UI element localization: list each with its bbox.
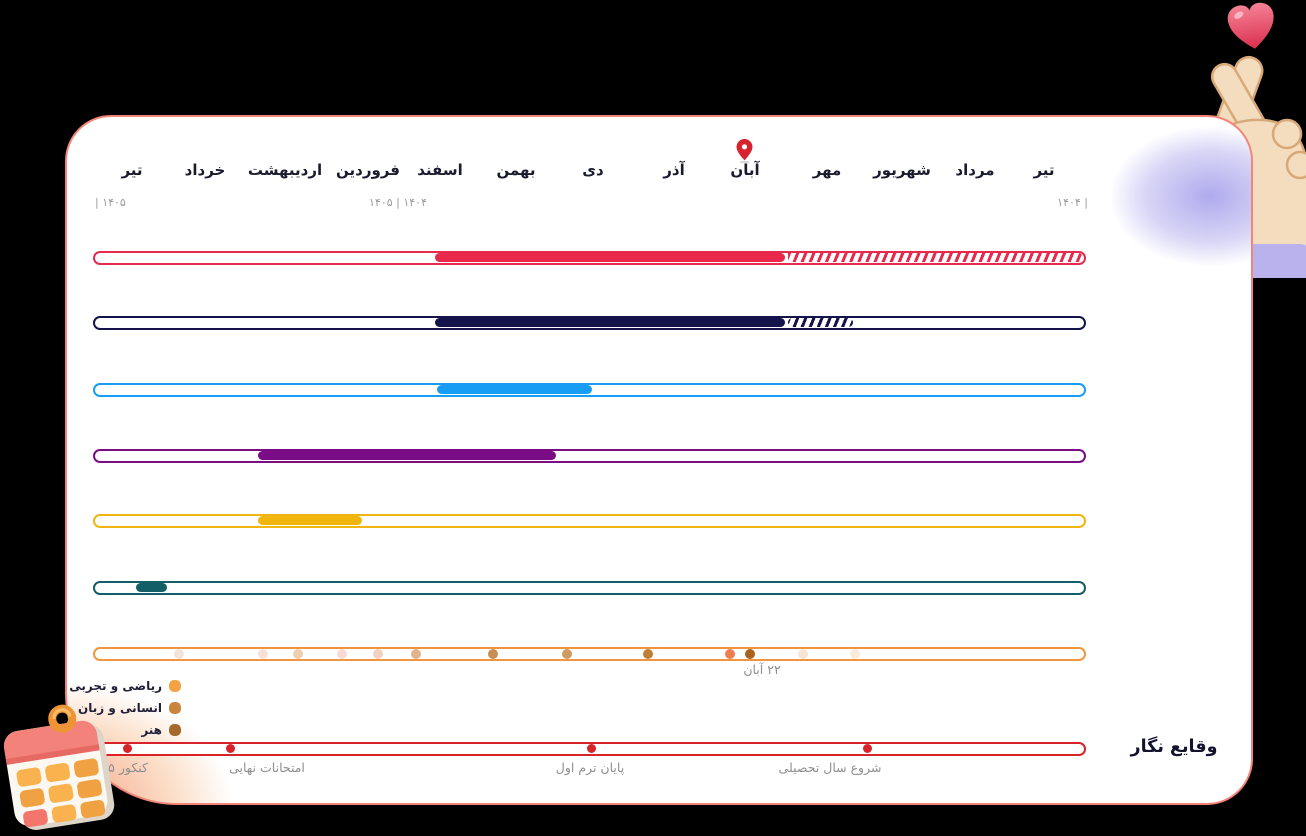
event-marker[interactable]: [226, 744, 235, 753]
milestone-dot[interactable]: [849, 648, 860, 659]
range-track-red[interactable]: [93, 251, 1086, 265]
legend-item[interactable]: انسانی و زبان: [67, 700, 181, 715]
solid-segment[interactable]: [434, 318, 785, 327]
milestone-dot[interactable]: [642, 648, 653, 659]
legend-item-label: هنر: [141, 722, 162, 737]
event-marker[interactable]: [587, 744, 596, 753]
solid-segment[interactable]: [257, 516, 362, 525]
month-label: اردیبهشت: [247, 161, 323, 179]
month-label: تیر: [1033, 161, 1055, 179]
month-label: آبان: [730, 161, 760, 179]
solid-segment[interactable]: [434, 253, 785, 262]
range-track-teal[interactable]: [93, 581, 1086, 595]
month-label: اسفند: [417, 161, 463, 179]
range-track-purple[interactable]: [93, 449, 1086, 463]
solid-segment[interactable]: [257, 451, 556, 460]
milestone-dot[interactable]: [372, 648, 383, 659]
month-label: فروردین: [336, 161, 400, 179]
app-title: وقایع نگار: [1130, 737, 1218, 757]
calendar-icon: [0, 688, 136, 836]
milestone-dot[interactable]: [487, 648, 498, 659]
event-label: امتحانات نهایی: [229, 760, 305, 775]
event-label: پایان ترم اول: [555, 760, 625, 775]
milestone-dot[interactable]: [336, 648, 347, 659]
current-date-pin-icon[interactable]: [736, 139, 754, 168]
month-label: خرداد: [184, 161, 226, 179]
year-marker: ۱۴۰۵ | ۱۴۰۴: [369, 196, 427, 209]
month-label: دی: [582, 161, 604, 179]
milestone-dot[interactable]: [410, 648, 421, 659]
range-track-blue[interactable]: [93, 383, 1086, 397]
timeline-card: تیر مرداد شهریور مهر آبان آذر دی بهمن اسفند فرورد…: [65, 115, 1253, 805]
milestone-dot[interactable]: [173, 648, 184, 659]
solid-segment[interactable]: [135, 583, 167, 592]
year-marker: ۱۴۰۴ |: [1057, 196, 1088, 209]
month-label: شهریور: [873, 161, 931, 179]
hatched-segment[interactable]: [787, 318, 853, 327]
legend-color-dot: [169, 723, 181, 736]
legend-item[interactable]: ریاضی و تجربی: [67, 678, 181, 693]
milestone-dot[interactable]: [561, 648, 572, 659]
legend-item-label: انسانی و زبان: [78, 700, 162, 715]
event-marker[interactable]: [863, 744, 872, 753]
milestone-dot[interactable]: [724, 648, 735, 659]
legend-item-label: ریاضی و تجربی: [69, 678, 162, 693]
milestone-dot[interactable]: [257, 648, 268, 659]
solid-segment[interactable]: [436, 385, 592, 394]
year-marker: | ۱۴۰۵: [95, 196, 126, 209]
legend-color-dot: [169, 701, 181, 714]
legend-item[interactable]: هنر: [67, 722, 181, 737]
event-marker[interactable]: [123, 744, 132, 753]
range-track-navy[interactable]: [93, 316, 1086, 330]
month-label: آذر: [663, 161, 685, 179]
heart-icon: [1227, 2, 1277, 55]
range-track-yellow[interactable]: [93, 514, 1086, 528]
event-label: شروع سال تحصیلی: [778, 760, 882, 775]
milestone-dot[interactable]: [797, 648, 808, 659]
legend-color-dot: [169, 679, 181, 692]
milestone-dot-highlighted[interactable]: [744, 648, 755, 659]
dots-track[interactable]: [93, 647, 1086, 661]
milestone-dot[interactable]: [292, 648, 303, 659]
hatched-segment[interactable]: [787, 253, 1083, 262]
month-label: مرداد: [955, 161, 995, 179]
month-label: بهمن: [496, 161, 536, 179]
month-label: تیر: [121, 161, 143, 179]
month-label: مهر: [812, 161, 842, 179]
dot-date-callout: ۲۲ آبان: [743, 662, 781, 677]
events-track[interactable]: [93, 742, 1086, 756]
